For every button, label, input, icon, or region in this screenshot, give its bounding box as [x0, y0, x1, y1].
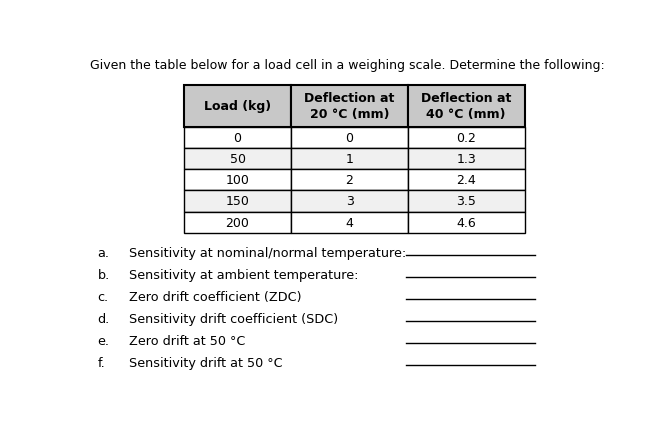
- Bar: [184, 170, 291, 191]
- Text: Sensitivity at nominal/normal temperature:: Sensitivity at nominal/normal temperatur…: [129, 246, 406, 259]
- Text: 0: 0: [346, 132, 354, 145]
- Text: 100: 100: [226, 174, 250, 187]
- Text: 2.4: 2.4: [456, 174, 476, 187]
- Text: Zero drift coefficient (ZDC): Zero drift coefficient (ZDC): [129, 291, 301, 303]
- Bar: [408, 149, 525, 170]
- Text: Load (kg): Load (kg): [204, 100, 271, 113]
- Bar: [291, 86, 408, 128]
- Text: Sensitivity drift coefficient (SDC): Sensitivity drift coefficient (SDC): [129, 312, 338, 325]
- Bar: [184, 212, 291, 233]
- Text: 1: 1: [346, 153, 354, 166]
- Text: 200: 200: [226, 216, 250, 229]
- Text: 4: 4: [346, 216, 354, 229]
- Text: 3.5: 3.5: [456, 195, 476, 208]
- Bar: [408, 212, 525, 233]
- Bar: [291, 212, 408, 233]
- Text: c.: c.: [98, 291, 109, 303]
- Text: Given the table below for a load cell in a weighing scale. Determine the followi: Given the table below for a load cell in…: [90, 59, 605, 72]
- Text: d.: d.: [98, 312, 110, 325]
- Text: Sensitivity drift at 50 °C: Sensitivity drift at 50 °C: [129, 356, 282, 369]
- Bar: [291, 191, 408, 212]
- Bar: [408, 86, 525, 128]
- Text: Deflection at
20 °C (mm): Deflection at 20 °C (mm): [304, 92, 395, 121]
- Text: 0: 0: [234, 132, 242, 145]
- Bar: [184, 86, 291, 128]
- Bar: [184, 191, 291, 212]
- Bar: [291, 128, 408, 149]
- Text: 150: 150: [226, 195, 250, 208]
- Text: 4.6: 4.6: [456, 216, 476, 229]
- Text: a.: a.: [98, 246, 110, 259]
- Text: Zero drift at 50 °C: Zero drift at 50 °C: [129, 334, 245, 347]
- Bar: [291, 170, 408, 191]
- Text: Sensitivity at ambient temperature:: Sensitivity at ambient temperature:: [129, 268, 358, 281]
- Bar: [184, 128, 291, 149]
- Text: 50: 50: [230, 153, 246, 166]
- Bar: [408, 128, 525, 149]
- Text: Deflection at
40 °C (mm): Deflection at 40 °C (mm): [421, 92, 511, 121]
- Bar: [291, 149, 408, 170]
- Bar: [408, 191, 525, 212]
- Text: 0.2: 0.2: [456, 132, 476, 145]
- Text: 1.3: 1.3: [456, 153, 476, 166]
- Bar: [184, 149, 291, 170]
- Text: 3: 3: [346, 195, 354, 208]
- Text: f.: f.: [98, 356, 105, 369]
- Bar: [408, 170, 525, 191]
- Text: e.: e.: [98, 334, 110, 347]
- Text: b.: b.: [98, 268, 110, 281]
- Text: 2: 2: [346, 174, 354, 187]
